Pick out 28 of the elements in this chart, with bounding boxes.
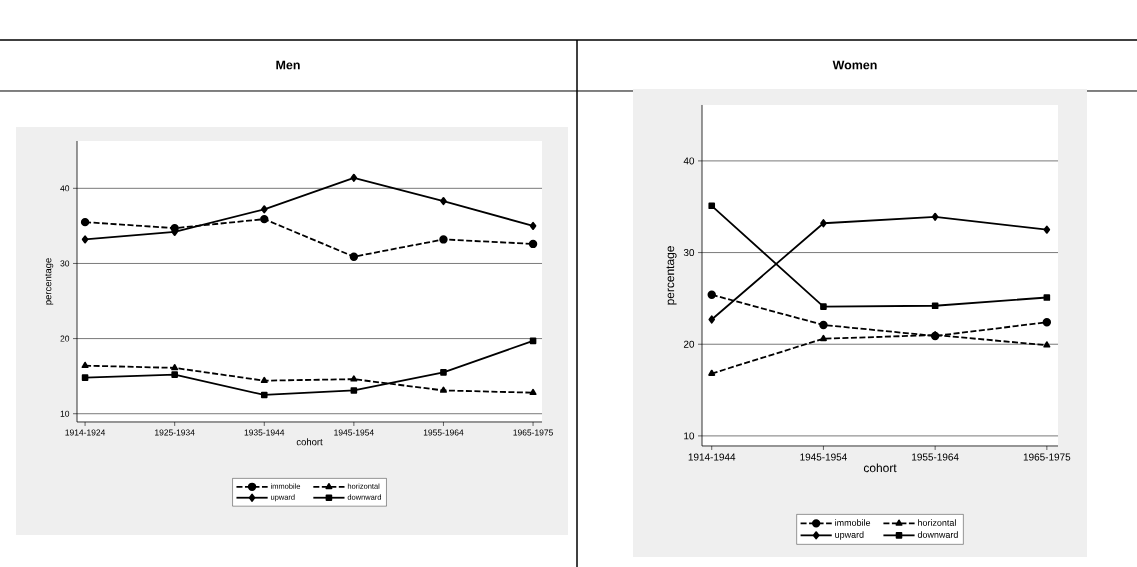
- x-tick-label: 1965-1975: [513, 429, 553, 436]
- legend-label: immobile: [835, 519, 871, 526]
- y-tick-label: 40: [683, 157, 695, 165]
- x-tick-label: 1955-1964: [423, 429, 464, 436]
- y-tick-label: 20: [60, 335, 70, 342]
- legend-label: upward: [835, 531, 864, 540]
- y-tick-label: 10: [60, 410, 70, 417]
- x-axis-title: cohort: [863, 463, 897, 473]
- y-tick-label: 30: [60, 260, 70, 267]
- x-tick-label: 1914-1944: [688, 453, 736, 461]
- x-tick-label: 1945-1954: [334, 429, 374, 436]
- chart-title: Women: [832, 60, 877, 70]
- x-tick-label: 1925-1934: [155, 429, 195, 436]
- x-axis-title: cohort: [296, 438, 323, 446]
- legend-label: horizontal: [918, 519, 956, 526]
- x-tick-label: 1955-1964: [912, 453, 959, 461]
- y-tick-label: 40: [60, 185, 70, 192]
- x-tick-label: 1914-1924: [65, 429, 106, 436]
- x-tick-label: 1965-1975: [1023, 453, 1071, 461]
- y-tick-label: 10: [684, 432, 695, 440]
- y-tick-label: 30: [683, 249, 695, 257]
- x-tick-label: 1945-1954: [800, 453, 847, 461]
- x-tick-label: 1935-1944: [244, 429, 285, 436]
- y-axis-title: percentage: [45, 258, 54, 305]
- chart-title: Men: [276, 60, 300, 70]
- y-tick-label: 20: [683, 340, 695, 348]
- y-axis-title: percentage: [666, 246, 677, 305]
- legend-label: downward: [917, 531, 958, 538]
